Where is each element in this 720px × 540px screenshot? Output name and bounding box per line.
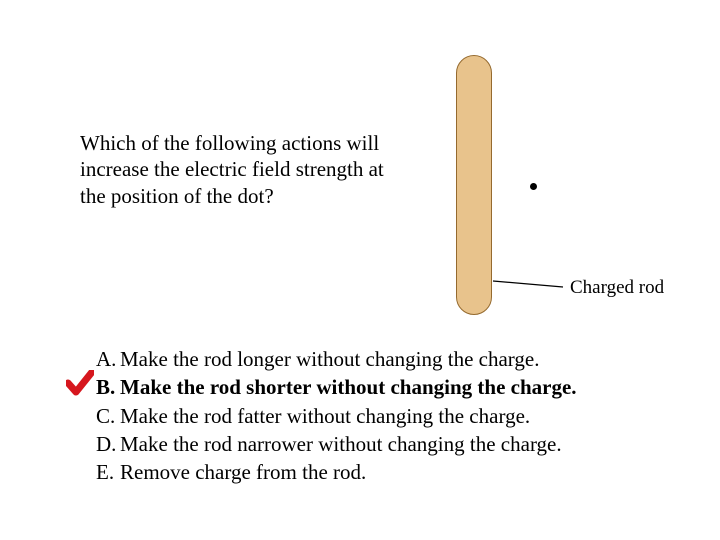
option-a: A. Make the rod longer without changing …	[96, 345, 577, 373]
charged-rod-shape	[456, 55, 492, 315]
option-text: Make the rod shorter without changing th…	[120, 373, 577, 401]
option-b: B. Make the rod shorter without changing…	[96, 373, 577, 401]
option-text: Remove charge from the rod.	[120, 458, 366, 486]
option-c: C. Make the rod fatter without changing …	[96, 402, 577, 430]
option-letter: C.	[96, 402, 120, 430]
option-letter: D.	[96, 430, 120, 458]
option-d: D. Make the rod narrower without changin…	[96, 430, 577, 458]
option-letter: E.	[96, 458, 120, 486]
option-letter: B.	[96, 373, 120, 401]
question-text: Which of the following actions will incr…	[80, 130, 390, 209]
figure: Charged rod	[430, 55, 680, 335]
field-point-dot	[530, 183, 537, 190]
option-text: Make the rod narrower without changing t…	[120, 430, 562, 458]
rod-label: Charged rod	[570, 277, 664, 299]
slide: Which of the following actions will incr…	[0, 0, 720, 540]
option-letter: A.	[96, 345, 120, 373]
options-list: A. Make the rod longer without changing …	[96, 345, 577, 487]
option-text: Make the rod longer without changing the…	[120, 345, 540, 373]
correct-checkmark-icon	[66, 370, 94, 396]
label-pointer-line	[493, 281, 563, 311]
option-text: Make the rod fatter without changing the…	[120, 402, 530, 430]
option-e: E. Remove charge from the rod.	[96, 458, 577, 486]
